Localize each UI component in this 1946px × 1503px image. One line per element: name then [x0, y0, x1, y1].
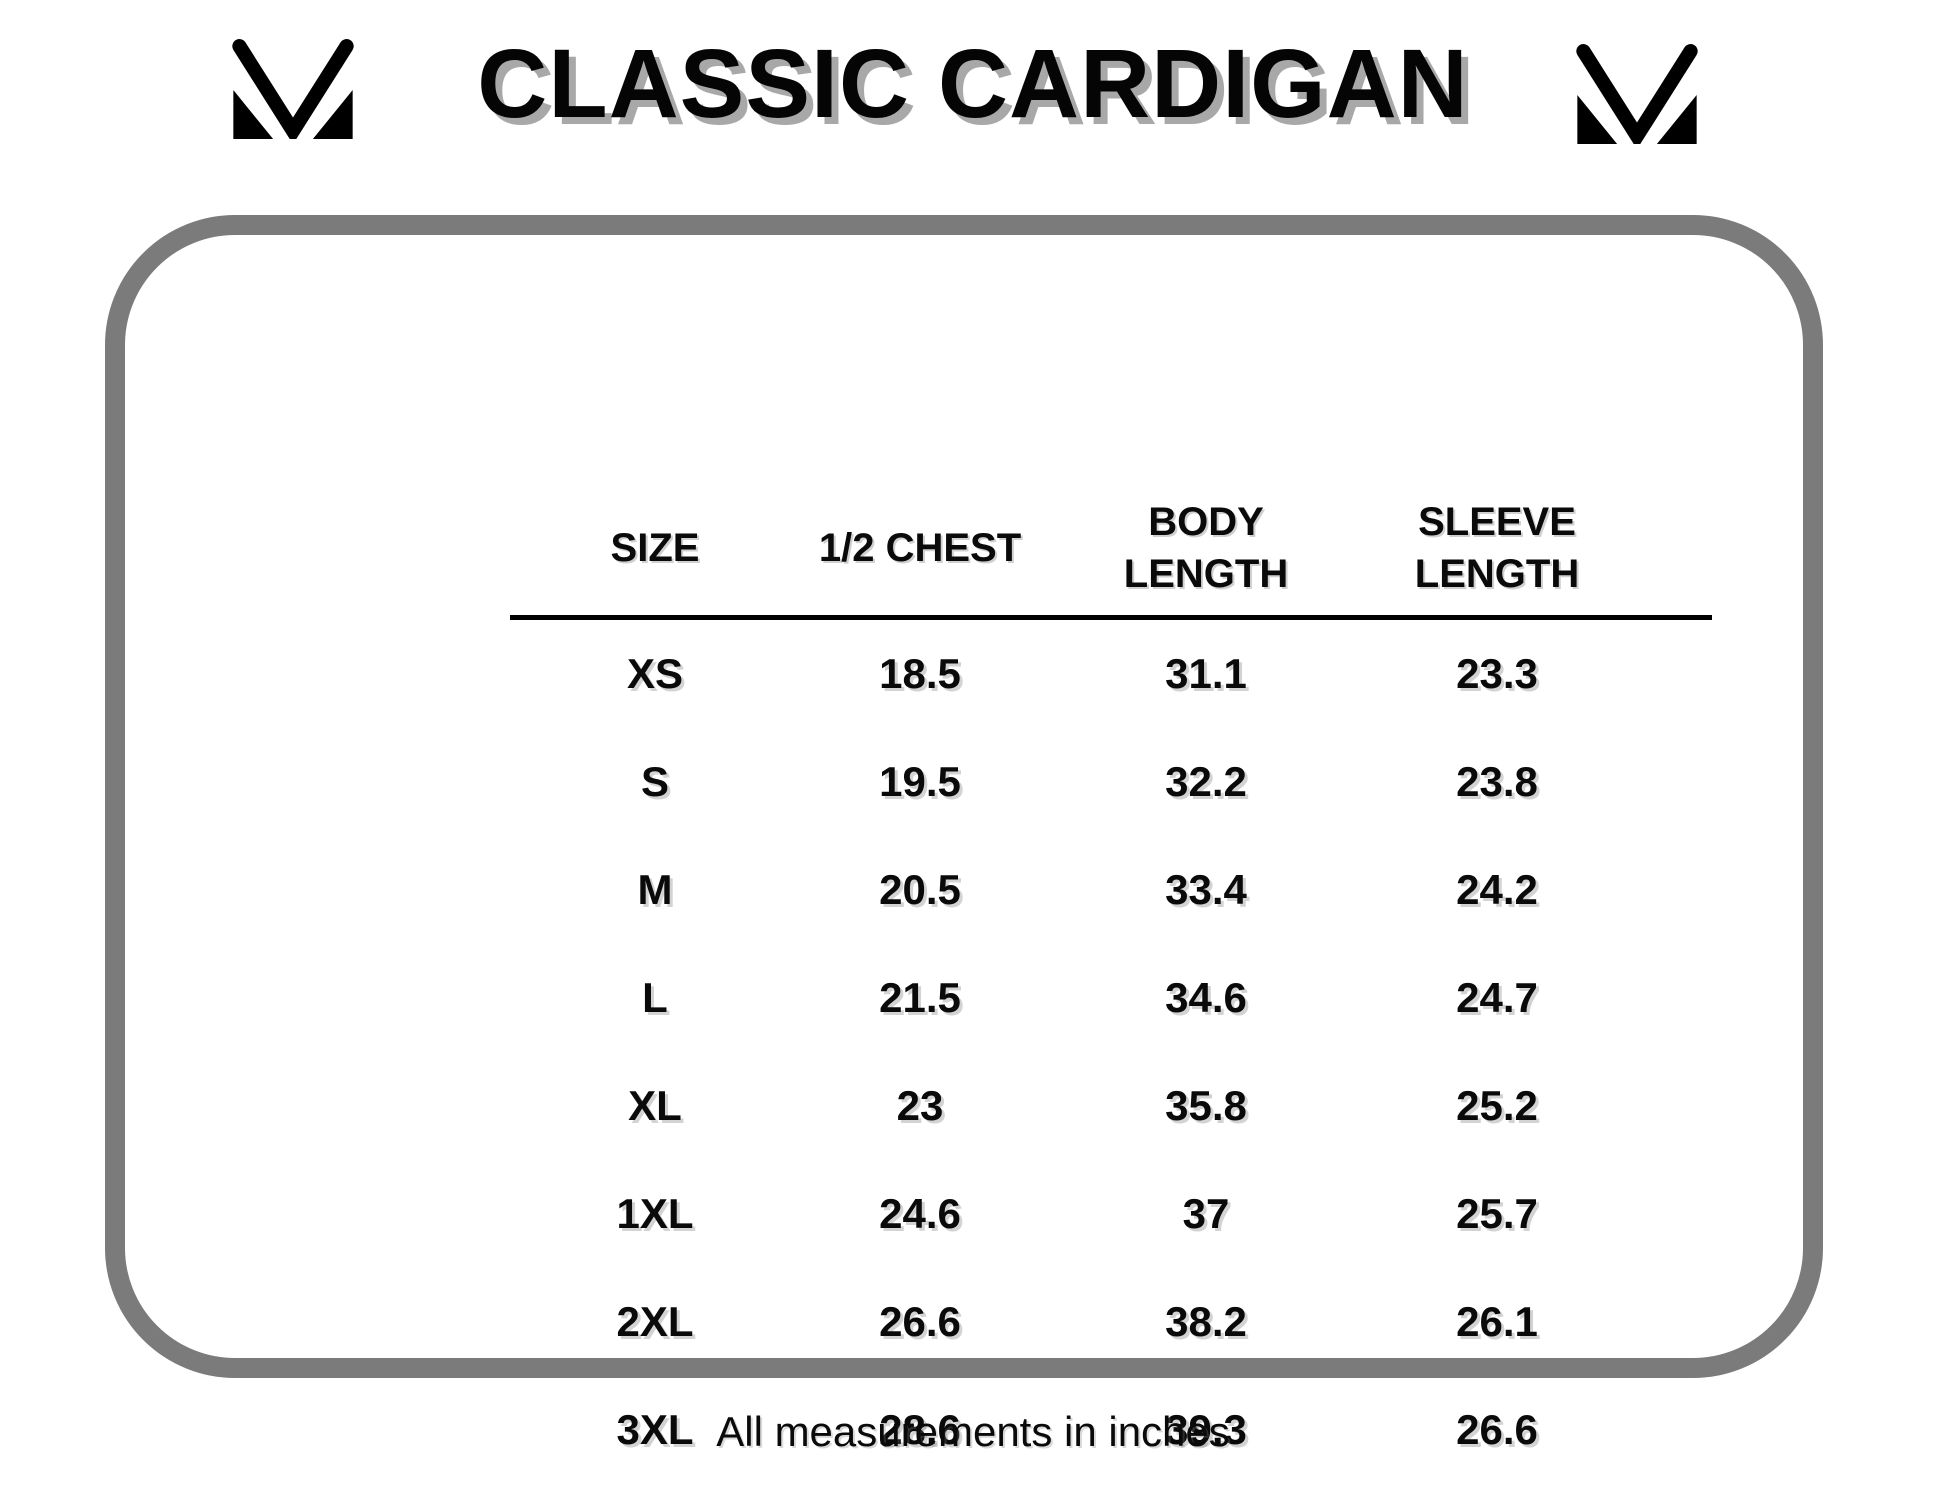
table-row-1xl: 1XL 24.6 37 25.7 [510, 1160, 1712, 1268]
cell-size: 3XL [616, 1406, 694, 1453]
cell-half-chest: 24.6 [879, 1190, 961, 1237]
table-row-3xl: 3XL 28.6 39.3 26.6 [510, 1376, 1712, 1484]
cell-size: XS [626, 650, 684, 697]
table-row-2xl: 2XL 26.6 38.2 26.1 [510, 1268, 1712, 1376]
cell-sleeve-length: 24.7 [1456, 974, 1538, 1021]
column-header-half-chest: 1/2 CHEST [818, 525, 1022, 570]
cell-sleeve-length: 26.6 [1456, 1406, 1538, 1453]
units-note: All measurements in inches [716, 1408, 1230, 1455]
brand-m-logo-left [232, 39, 354, 139]
cell-body-length: 40.5 [1040, 1484, 1372, 1503]
cell-half-chest: 21.5 [879, 974, 961, 1021]
column-header-size: SIZE [610, 525, 700, 570]
cell-sleeve-length: 23.3 [1456, 650, 1538, 697]
table-row-m: M 20.5 33.4 24.2 [510, 836, 1712, 944]
cell-size: S [640, 758, 669, 805]
cell-body-length: 33.4 [1165, 866, 1247, 913]
cell-body-length: 38.2 [1165, 1298, 1247, 1345]
cell-size: M [637, 866, 673, 913]
cell-half-chest: 28.6 [879, 1406, 961, 1453]
cell-body-length: 34.6 [1165, 974, 1247, 1021]
column-header-sleeve-length: SLEEVE LENGTH [1414, 499, 1580, 596]
cell-sleeve-length: 26.1 [1456, 1298, 1538, 1345]
cell-sleeve-length: 24.2 [1456, 866, 1538, 913]
cell-size: 2XL [616, 1298, 694, 1345]
cell-body-length: 35.8 [1165, 1082, 1247, 1129]
table-row-xl: XL 23 35.8 25.2 [510, 1052, 1712, 1160]
cell-sleeve-length: 25.2 [1456, 1082, 1538, 1129]
table-row-l: L 21.5 34.6 24.7 [510, 944, 1712, 1052]
cell-body-length: 32.2 [1165, 758, 1247, 805]
cell-size: 1XL [616, 1190, 694, 1237]
cell-size: L [642, 974, 668, 1021]
page-title: CLASSIC CARDIGAN [477, 29, 1469, 138]
header-divider-line [510, 615, 1712, 620]
cell-half-chest: 20.5 [879, 866, 961, 913]
cell-half-chest: 19.5 [879, 758, 961, 805]
cell-body-length: 37 [1182, 1190, 1230, 1237]
cell-sleeve-length: 25.7 [1456, 1190, 1538, 1237]
cell-size: XL [628, 1082, 682, 1129]
table-row-4xl: 4XL30.640.527 [510, 1484, 1712, 1503]
cell-body-length: 31.1 [1165, 650, 1247, 697]
column-header-body-length: BODY LENGTH [1123, 499, 1289, 596]
cell-size: 4XL [510, 1484, 800, 1503]
table-row-s: S 19.5 32.2 23.8 [510, 728, 1712, 836]
size-chart-panel: SIZE 1/2 CHEST BODY LENGTH SLEEVE LENGTH XS 18… [105, 215, 1823, 1453]
table-body: XS 18.5 31.1 23.3 S 19.5 32.2 23.8 M 20.5 33.4 24.2… [510, 620, 1712, 1503]
cell-half-chest: 23 [896, 1082, 944, 1129]
cell-half-chest: 18.5 [879, 650, 961, 697]
table-header-row: SIZE 1/2 CHEST BODY LENGTH SLEEVE LENGTH [510, 480, 1712, 615]
cell-body-length: 39.3 [1165, 1406, 1247, 1453]
table-row-xs: XS 18.5 31.1 23.3 [510, 620, 1712, 728]
cell-half-chest: 30.6 [800, 1484, 1040, 1503]
cell-sleeve-length: 23.8 [1456, 758, 1538, 805]
cell-sleeve-length: 27 [1372, 1484, 1622, 1503]
size-chart-table: SIZE 1/2 CHEST BODY LENGTH SLEEVE LENGTH XS 18… [510, 480, 1712, 1503]
cell-half-chest: 26.6 [879, 1298, 961, 1345]
brand-m-logo-right [1576, 44, 1698, 144]
